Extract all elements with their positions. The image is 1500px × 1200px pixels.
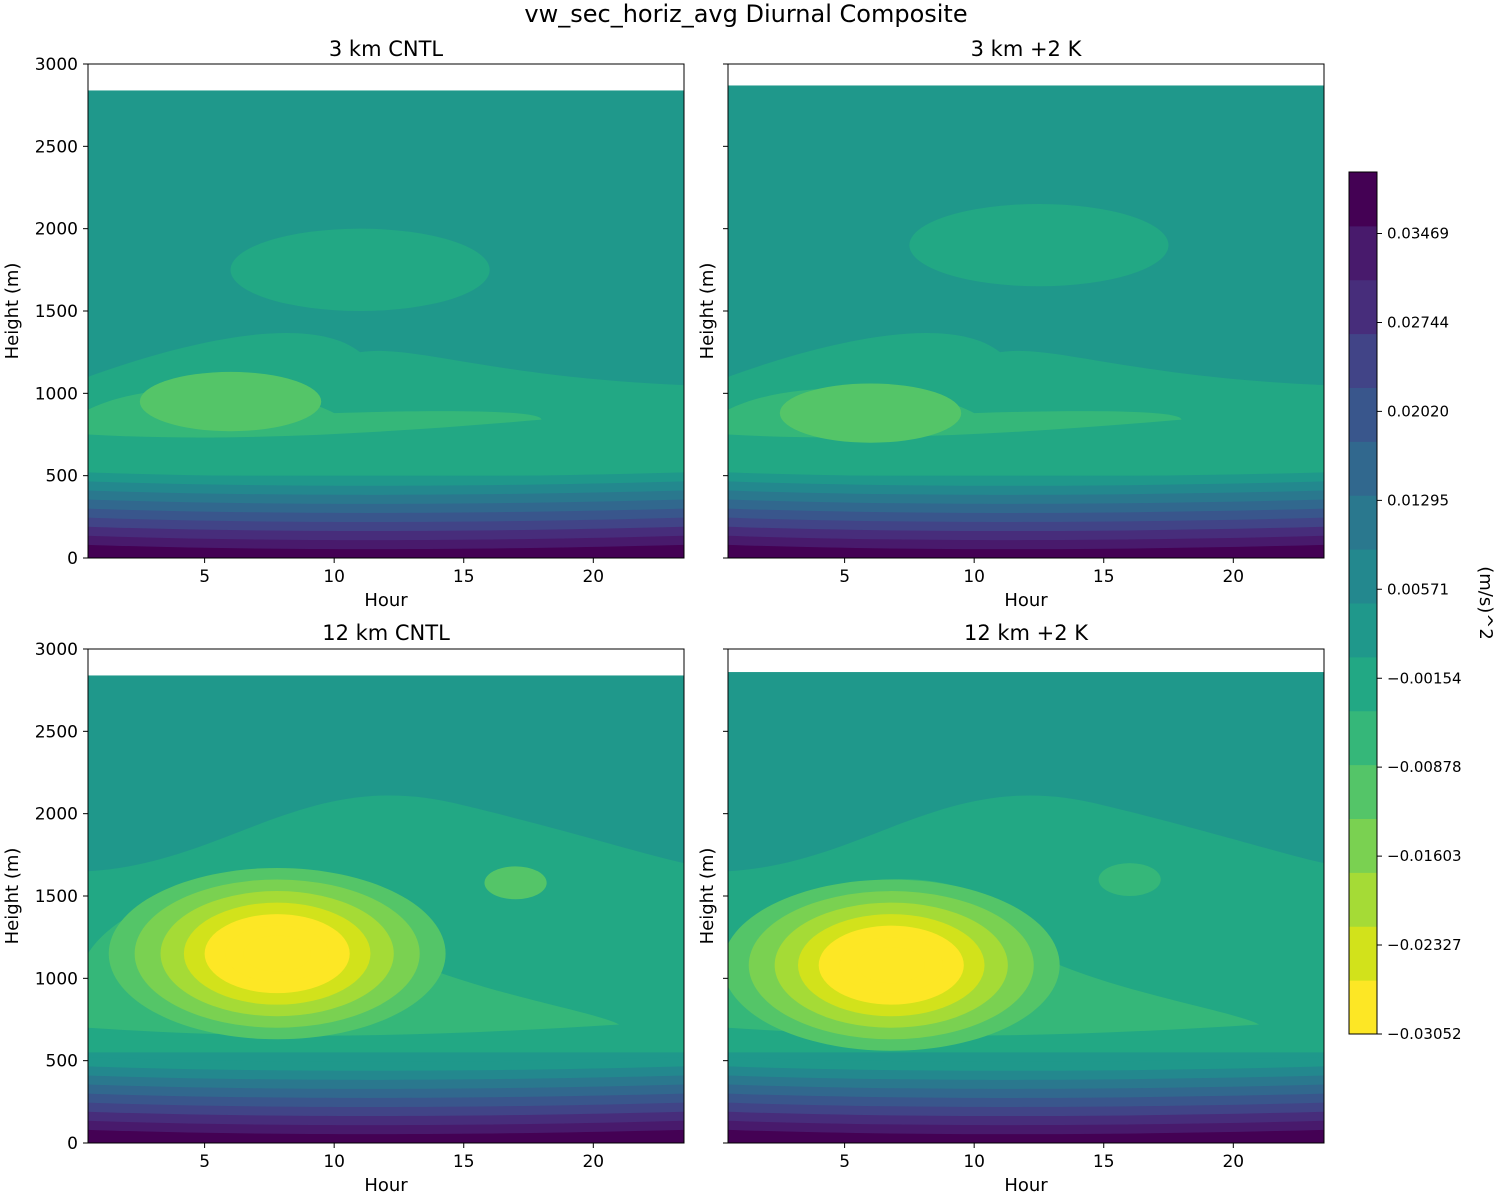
colorbar-segment xyxy=(1349,926,1377,981)
x-tick-label: 5 xyxy=(199,567,210,587)
panel-title: 12 km +2 K xyxy=(964,621,1089,645)
x-tick-label: 10 xyxy=(963,567,985,587)
x-axis-label: Hour xyxy=(1004,1175,1048,1196)
panel-12km-cntl: 12 km CNTL Height (m) Hour xyxy=(2,621,450,1196)
x-tick-label: 15 xyxy=(1093,1152,1115,1172)
y-tick-label: 500 xyxy=(46,467,78,487)
y-axis-label: Height (m) xyxy=(2,848,23,945)
contour-core xyxy=(779,383,962,443)
x-axis-label: Hour xyxy=(1004,590,1048,611)
colorbar-segment xyxy=(1349,495,1377,550)
colorbar-segment xyxy=(1349,710,1377,766)
y-tick-label: 2000 xyxy=(35,220,78,240)
colorbar-segment xyxy=(1349,387,1377,442)
y-axis-label: Height (m) xyxy=(697,263,718,360)
x-tick-label: 5 xyxy=(839,1152,850,1172)
y-tick-label: 0 xyxy=(67,549,78,569)
x-tick-label: 15 xyxy=(453,567,475,587)
colorbar-tick-label: −0.03052 xyxy=(1387,1025,1462,1043)
x-tick-label: 10 xyxy=(323,567,345,587)
colorbar-segment xyxy=(1349,549,1377,604)
y-axis-label: Height (m) xyxy=(697,848,718,945)
contour-core xyxy=(139,371,322,432)
panel-3km-cntl: 3 km CNTL Height (m) Hour xyxy=(2,37,443,611)
y-tick-label: 2500 xyxy=(35,722,78,742)
panel-title: 12 km CNTL xyxy=(322,621,450,645)
colorbar-tick-label: −0.02327 xyxy=(1387,936,1462,954)
y-tick-label: 2500 xyxy=(35,137,78,157)
x-tick-label: 20 xyxy=(582,567,604,587)
colorbar-segment xyxy=(1349,872,1377,927)
x-tick-label: 5 xyxy=(199,1152,210,1172)
colorbar-segment xyxy=(1349,279,1377,335)
colorbar-tick-label: 0.00571 xyxy=(1387,580,1449,598)
colorbar-segment xyxy=(1349,172,1377,227)
contour-patch xyxy=(230,228,490,311)
colorbar-segment xyxy=(1349,333,1377,388)
contour-band xyxy=(88,544,684,558)
colorbar-frame xyxy=(1348,171,1378,1035)
y-tick-label: 3000 xyxy=(35,640,78,660)
panel-12km-plus2k: 12 km +2 K Height (m) Hour xyxy=(697,621,1089,1196)
x-tick-label: 20 xyxy=(1222,567,1244,587)
colorbar-segment xyxy=(1349,603,1377,658)
colorbar-label: (m/s)^2 xyxy=(1475,566,1496,640)
contour-plot-3: 5 10 15 20 0 500 1000 1500 2000 2500 3000 xyxy=(35,640,685,1172)
x-tick-label: 15 xyxy=(1093,567,1115,587)
y-axis-label: Height (m) xyxy=(2,263,23,360)
colorbar-tick-label: 0.02744 xyxy=(1387,314,1449,332)
colorbar-tick-label: 0.03469 xyxy=(1387,225,1449,243)
x-tick-label: 10 xyxy=(323,1152,345,1172)
y-tick-label: 1000 xyxy=(35,384,78,404)
contour-plot-4: 5 10 15 20 xyxy=(723,648,1325,1172)
contour-core-ring xyxy=(857,947,925,984)
contour-patch xyxy=(1098,863,1161,896)
colorbar-tick-label: 0.02020 xyxy=(1387,402,1449,420)
x-axis-label: Hour xyxy=(364,590,408,611)
colorbar-tick-label: −0.01603 xyxy=(1387,847,1462,865)
x-tick-label: 20 xyxy=(1222,1152,1244,1172)
contour-patch xyxy=(909,203,1169,287)
y-tick-label: 1500 xyxy=(35,302,78,322)
x-tick-label: 10 xyxy=(963,1152,985,1172)
colorbar-segment xyxy=(1349,818,1377,873)
colorbar: 0.03469 0.02744 0.02020 0.01295 0.00571 −0.00… xyxy=(1348,171,1462,1043)
panel-3km-plus2k: 3 km +2 K Height (m) Hour xyxy=(697,37,1083,611)
x-tick-label: 20 xyxy=(582,1152,604,1172)
x-tick-label: 15 xyxy=(453,1152,475,1172)
colorbar-tick-label: 0.01295 xyxy=(1387,491,1449,509)
contour-band xyxy=(728,544,1324,558)
contour-plot-1: 5 10 15 20 0 500 1000 1500 2000 2500 3000 xyxy=(35,55,685,587)
colorbar-tick-label: −0.00154 xyxy=(1387,669,1462,687)
contour-plot-2: 5 10 15 20 xyxy=(723,63,1325,587)
colorbar-segment xyxy=(1349,764,1377,819)
y-tick-label: 500 xyxy=(46,1052,78,1072)
contour-band xyxy=(728,1129,1324,1143)
y-tick-label: 3000 xyxy=(35,55,78,75)
contour-core-ring xyxy=(243,935,311,972)
contour-band xyxy=(88,1129,684,1143)
colorbar-segment xyxy=(1349,980,1377,1035)
colorbar-tick-label: −0.00878 xyxy=(1387,758,1462,776)
x-tick-label: 5 xyxy=(839,567,850,587)
y-tick-label: 2000 xyxy=(35,805,78,825)
x-axis-label: Hour xyxy=(364,1175,408,1196)
colorbar-segment xyxy=(1349,225,1377,281)
y-tick-label: 0 xyxy=(67,1134,78,1154)
panel-title: 3 km +2 K xyxy=(971,37,1083,61)
contour-band xyxy=(88,332,684,476)
y-tick-label: 1500 xyxy=(35,887,78,907)
colorbar-segment xyxy=(1349,656,1377,712)
y-tick-label: 1000 xyxy=(35,969,78,989)
figure-title: vw_sec_horiz_avg Diurnal Composite xyxy=(524,0,967,28)
panel-title: 3 km CNTL xyxy=(329,37,444,61)
contour-patch xyxy=(484,866,547,900)
colorbar-segment xyxy=(1349,441,1377,496)
